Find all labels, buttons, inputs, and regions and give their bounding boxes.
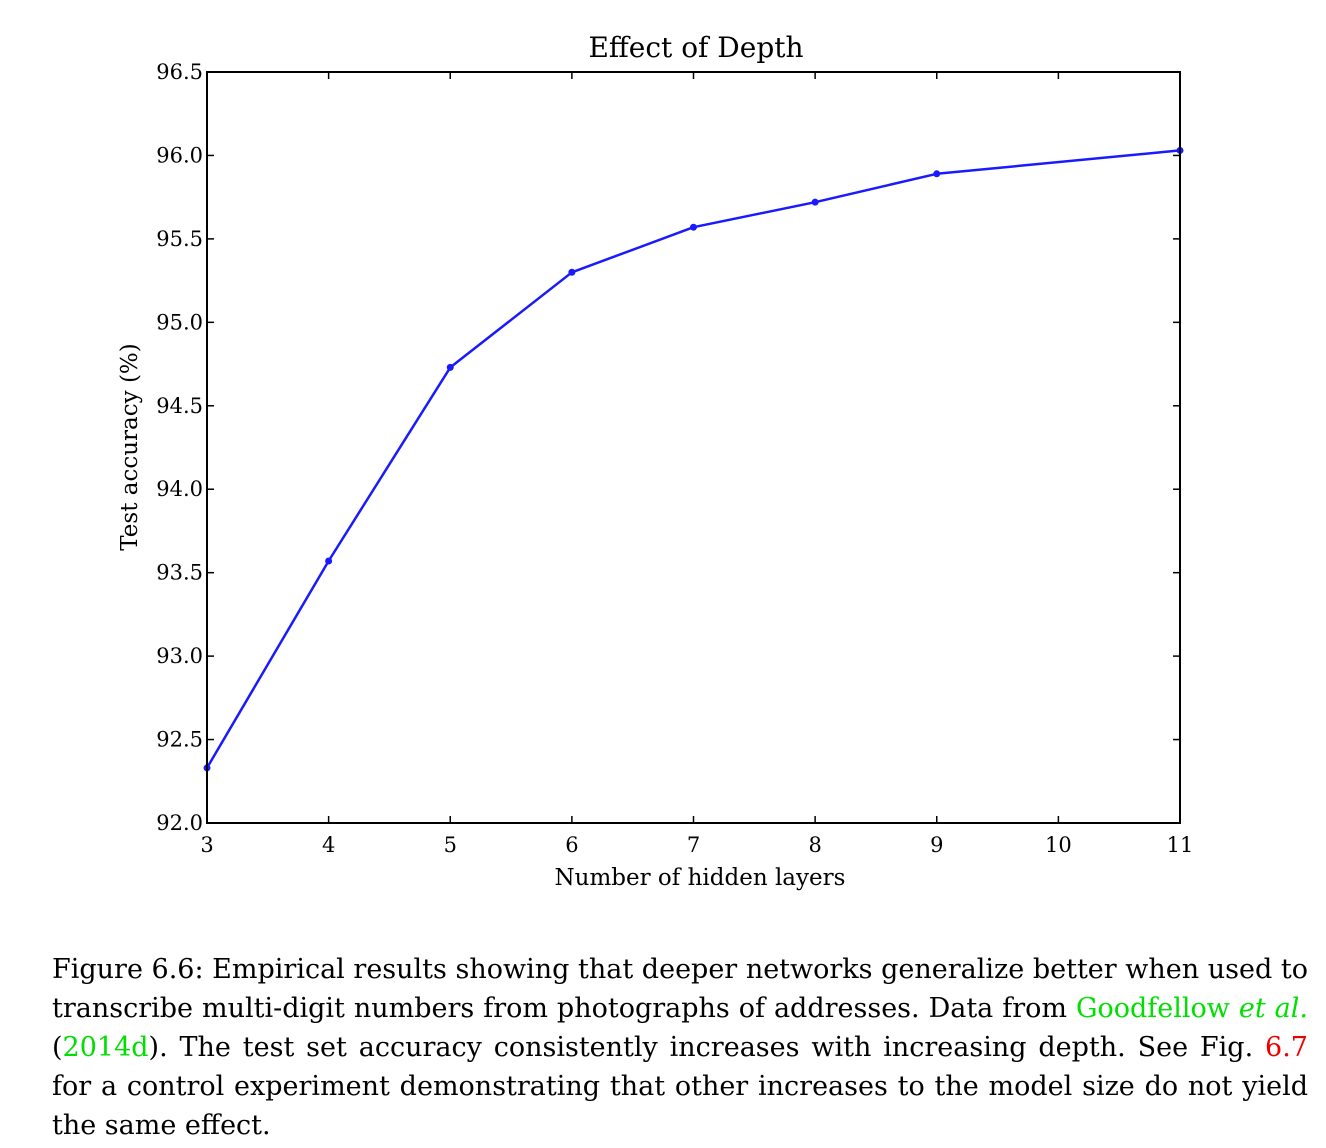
x-axis-label: Number of hidden layers bbox=[555, 865, 846, 891]
x-tick-label: 6 bbox=[565, 833, 578, 857]
y-tick-label: 94.5 bbox=[156, 394, 203, 418]
caption-text-2: ). The test set accuracy consistently in… bbox=[148, 1032, 1266, 1063]
data-point bbox=[933, 170, 941, 178]
series-line-0 bbox=[205, 149, 1181, 769]
caption-text-1: Figure 6.6: Empirical results showing th… bbox=[52, 954, 1308, 1024]
x-tick-label: 7 bbox=[687, 833, 700, 857]
x-tick-label: 9 bbox=[930, 833, 943, 857]
x-tick-label: 10 bbox=[1045, 833, 1072, 857]
citation-link-author[interactable]: Goodfellow bbox=[1075, 993, 1230, 1024]
x-tick-label: 3 bbox=[200, 833, 213, 857]
y-tick-label: 93.0 bbox=[156, 644, 203, 668]
y-tick-label: 93.5 bbox=[156, 561, 203, 585]
y-axis-label: Test accuracy (%) bbox=[117, 343, 143, 551]
figure-caption: Figure 6.6: Empirical results showing th… bbox=[52, 950, 1308, 1145]
data-point bbox=[568, 268, 576, 276]
x-tick-label: 8 bbox=[808, 833, 821, 857]
data-point bbox=[446, 363, 454, 371]
figure-reference-link[interactable]: 6.7 bbox=[1265, 1032, 1308, 1063]
x-tick-label: 11 bbox=[1167, 833, 1194, 857]
y-tick-label: 96.0 bbox=[156, 143, 203, 167]
x-tick-label: 5 bbox=[444, 833, 457, 857]
citation-link-year[interactable]: 2014d bbox=[62, 1032, 149, 1063]
data-point bbox=[690, 223, 697, 231]
plot-frame bbox=[206, 71, 1181, 824]
y-tick-label: 95.0 bbox=[156, 310, 203, 334]
y-tick-label: 92.0 bbox=[156, 811, 203, 835]
y-tick-label: 96.5 bbox=[156, 60, 203, 84]
axis-ticks: 3 4 5 6 7 8 9 10 11 92.0 92.5 93.0 93.5 94.0 94.5 95.0 9… bbox=[156, 60, 1193, 857]
line-chart: Effect of Depth 3 4 5 6 7 8 9 10 11 92.0 92.5 93.0 9… bbox=[117, 31, 1193, 891]
x-tick-label: 4 bbox=[322, 833, 335, 857]
caption-paren: ( bbox=[52, 1032, 63, 1063]
citation-link-etal[interactable]: et al. bbox=[1238, 993, 1308, 1024]
y-tick-label: 92.5 bbox=[156, 728, 203, 752]
caption-text-3: for a control experiment demonstrating t… bbox=[52, 1071, 1308, 1141]
y-tick-label: 94.0 bbox=[156, 477, 203, 501]
data-point bbox=[811, 198, 819, 206]
series-layer bbox=[203, 146, 1184, 772]
y-tick-label: 95.5 bbox=[156, 227, 203, 251]
chart-title: Effect of Depth bbox=[588, 31, 803, 64]
data-point bbox=[325, 557, 333, 565]
